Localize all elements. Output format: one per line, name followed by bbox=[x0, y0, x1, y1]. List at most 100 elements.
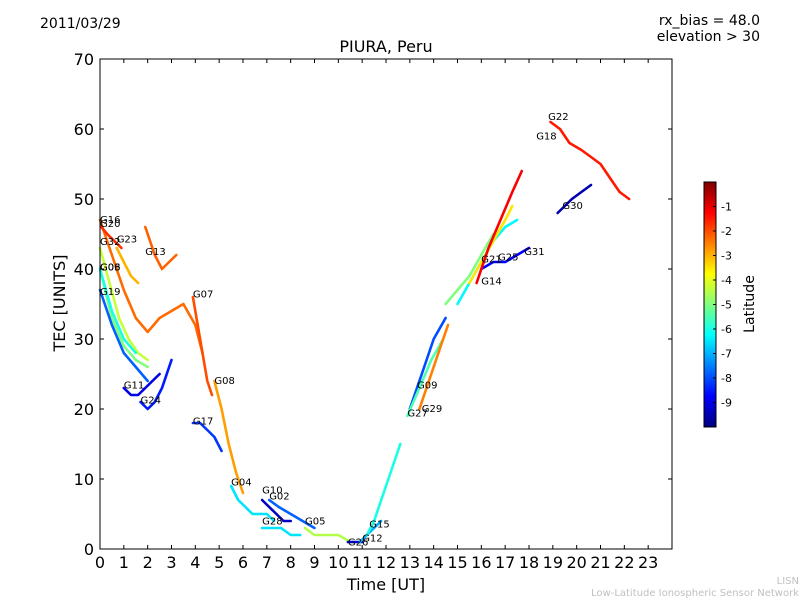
y-tick-label: 20 bbox=[74, 400, 94, 419]
x-tick-label: 2 bbox=[143, 553, 153, 572]
colorbar-tick-label: -5 bbox=[721, 299, 732, 312]
x-tick-label: 18 bbox=[519, 553, 539, 572]
x-tick-label: 23 bbox=[638, 553, 658, 572]
series-line-g28 bbox=[260, 526, 302, 537]
x-tick-label: 14 bbox=[423, 553, 443, 572]
series-line-g24 bbox=[139, 358, 173, 411]
x-tick-label: 12 bbox=[376, 553, 396, 572]
x-tick-label: 1 bbox=[119, 553, 129, 572]
series-line-g23 bbox=[115, 246, 140, 285]
y-tick-label: 50 bbox=[74, 190, 94, 209]
series-line-g14 bbox=[444, 232, 495, 306]
series-line-g10 bbox=[260, 498, 293, 523]
series-label-g07: G07 bbox=[193, 290, 213, 301]
colorbar-tick-label: -8 bbox=[721, 372, 732, 385]
series-label-g12: G12 bbox=[362, 533, 382, 544]
series-label-g05: G05 bbox=[305, 517, 325, 528]
rx-bias-label: rx_bias = 48.0 bbox=[658, 13, 760, 29]
series-label-g20: G20 bbox=[100, 219, 120, 230]
x-tick-label: 5 bbox=[214, 553, 224, 572]
x-tick-label: 19 bbox=[543, 553, 563, 572]
series-line-g30 bbox=[556, 183, 593, 215]
y-tick-label: 40 bbox=[74, 260, 94, 279]
series-line-g09 bbox=[408, 316, 447, 411]
series-label-g22: G22 bbox=[548, 112, 568, 123]
series-line-g16 bbox=[98, 218, 204, 355]
series-label-g32: G32 bbox=[100, 237, 120, 248]
elevation-label: elevation > 30 bbox=[656, 29, 760, 45]
series-label-g10: G10 bbox=[262, 486, 282, 497]
x-tick-label: 13 bbox=[400, 553, 420, 572]
plot-frame bbox=[99, 58, 673, 550]
y-tick-label: 60 bbox=[74, 120, 94, 139]
date-label: 2011/03/29 bbox=[40, 16, 121, 32]
series-label-g26: G26 bbox=[348, 538, 368, 549]
series-label-g14: G14 bbox=[481, 276, 501, 287]
series-line-g25 bbox=[468, 204, 514, 285]
series-line-g31 bbox=[479, 246, 531, 271]
series-label-g28: G28 bbox=[262, 517, 282, 528]
watermark-lisn: LISN bbox=[776, 576, 799, 587]
chart-title: PIURA, Peru bbox=[339, 37, 432, 56]
colorbar-tick-label: -7 bbox=[721, 348, 732, 361]
series-label-g31: G31 bbox=[524, 247, 544, 258]
colorbar-label: Latitude bbox=[742, 275, 758, 333]
series-line-g18 bbox=[475, 169, 524, 285]
series-label-g16: G16 bbox=[100, 215, 120, 226]
y-tick-label: 70 bbox=[74, 50, 94, 69]
y-axis-label: TEC [UNITS] bbox=[50, 255, 69, 353]
series-label-g29: G29 bbox=[422, 404, 442, 415]
series-line-g29 bbox=[418, 323, 450, 411]
colorbar-tick-label: -9 bbox=[721, 397, 732, 410]
series-label-g23: G23 bbox=[117, 234, 137, 245]
colorbar-tick-label: -1 bbox=[721, 201, 732, 214]
series-label-g19: G19 bbox=[100, 287, 120, 298]
series-line-g22 bbox=[549, 120, 631, 201]
x-tick-label: 16 bbox=[471, 553, 491, 572]
axes: 0 1 2 3 4 5 6 7 8 9 10 11 12 13 14 15 16 17 18 19 20 21 22 2301… bbox=[74, 50, 673, 572]
x-tick-label: 10 bbox=[328, 553, 348, 572]
series-lines bbox=[98, 120, 631, 544]
series-line-g12 bbox=[358, 519, 383, 544]
x-tick-label: 9 bbox=[309, 553, 319, 572]
series-line-g04 bbox=[229, 484, 276, 523]
series-label-g17: G17 bbox=[193, 416, 213, 427]
series-label-g04: G04 bbox=[231, 477, 251, 488]
series-label-g24: G24 bbox=[141, 395, 161, 406]
series-line-g08 bbox=[213, 379, 245, 495]
series-line-g15 bbox=[365, 442, 402, 537]
series-label-g21: G21 bbox=[481, 255, 501, 266]
series-line-g07 bbox=[191, 295, 214, 397]
x-tick-label: 7 bbox=[262, 553, 272, 572]
series-label-g13: G13 bbox=[145, 247, 165, 258]
colorbar-tick-label: -3 bbox=[721, 250, 732, 263]
series-label-g06: G06 bbox=[100, 262, 120, 273]
colorbar: -1 -2 -3 -4 -5 -6 -7 -8 -9 bbox=[703, 181, 732, 428]
x-tick-label: 4 bbox=[190, 553, 200, 572]
series-label-g18: G18 bbox=[536, 132, 556, 143]
x-tick-label: 17 bbox=[495, 553, 515, 572]
series-line-g20 bbox=[99, 225, 123, 250]
colorbar-tick-label: -6 bbox=[721, 323, 732, 336]
x-tick-label: 0 bbox=[95, 553, 105, 572]
y-tick-label: 0 bbox=[84, 540, 94, 559]
series-line-g13 bbox=[144, 225, 178, 271]
series-line-g17 bbox=[191, 421, 223, 453]
series-line-g19 bbox=[98, 288, 149, 383]
x-tick-label: 20 bbox=[566, 553, 586, 572]
colorbar-tick-label: -4 bbox=[721, 274, 732, 287]
series-label-g15: G15 bbox=[369, 519, 389, 530]
x-tick-label: 15 bbox=[447, 553, 467, 572]
x-axis-label: Time [UT] bbox=[346, 575, 425, 594]
x-tick-label: 8 bbox=[286, 553, 296, 572]
series-line-g32 bbox=[98, 246, 149, 362]
y-tick-label: 30 bbox=[74, 330, 94, 349]
colorbar-tick-label: -2 bbox=[721, 225, 732, 238]
series-label-g25: G25 bbox=[498, 253, 518, 264]
series-label-g30: G30 bbox=[562, 201, 582, 212]
x-tick-label: 11 bbox=[352, 553, 372, 572]
x-tick-label: 3 bbox=[166, 553, 176, 572]
x-tick-label: 6 bbox=[238, 553, 248, 572]
